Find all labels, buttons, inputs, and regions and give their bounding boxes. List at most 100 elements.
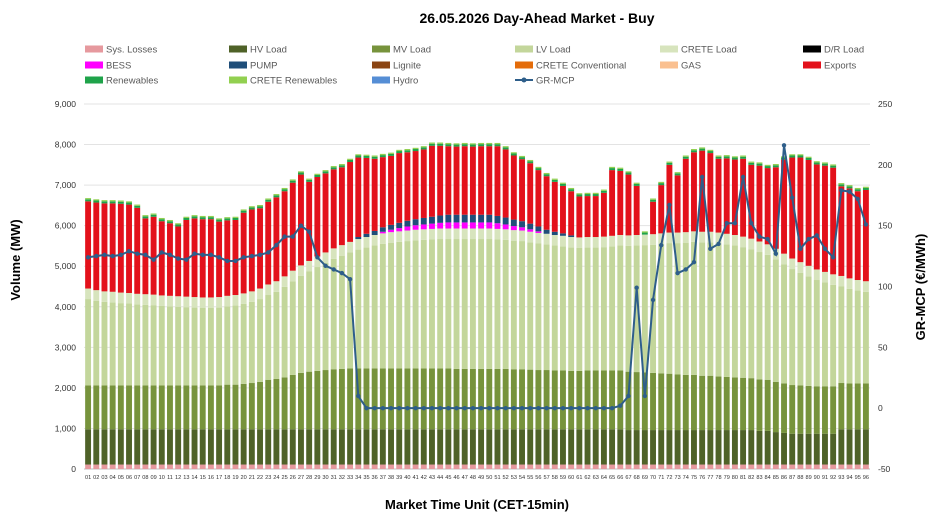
bar-segment — [117, 203, 124, 293]
bar-segment — [617, 234, 624, 246]
bar-segment — [191, 307, 198, 386]
x-tick-label: 84 — [765, 475, 771, 481]
x-tick-label: 79 — [724, 475, 730, 481]
bar-segment — [625, 174, 632, 236]
bar-segment — [764, 168, 771, 245]
bar-segment — [183, 296, 190, 308]
left-axis-ticks: 0 1,000 2,000 3,000 4,000 5,000 6,000 7,000 8,00… — [55, 99, 77, 474]
bar-segment — [633, 430, 640, 465]
bar-segment — [641, 234, 648, 246]
mcp-point — [724, 221, 729, 226]
x-tick-label: 44 — [437, 475, 443, 481]
bar-segment — [707, 375, 714, 431]
mcp-point — [781, 143, 787, 148]
mcp-point — [446, 405, 451, 411]
bar-segment — [691, 149, 697, 151]
bar-segment — [150, 216, 157, 295]
x-tick-label: 18 — [224, 475, 230, 481]
bar-segment — [822, 433, 828, 465]
bar-segment — [781, 383, 787, 433]
y2-tick-label: 250 — [878, 99, 892, 109]
bar-segment — [650, 464, 656, 469]
bar-segment — [502, 147, 509, 150]
bar-segment — [240, 303, 247, 384]
bar-segment — [813, 162, 820, 165]
bar-segment — [781, 264, 787, 384]
bar-segment — [494, 429, 501, 465]
mcp-point — [380, 405, 386, 411]
bar-segment — [502, 239, 509, 369]
bar-segment — [600, 236, 607, 248]
bar-segment — [158, 295, 165, 306]
gridlines — [84, 103, 870, 470]
bar-segment — [461, 368, 468, 430]
bar-segment — [699, 231, 706, 243]
bar-segment — [568, 235, 575, 238]
bar-segment — [568, 187, 575, 190]
x-tick-label: 66 — [617, 475, 623, 481]
bar-segment — [805, 156, 812, 158]
bar-segment — [592, 247, 599, 371]
bar-segment — [322, 429, 329, 465]
bar-segment — [469, 464, 476, 469]
y-tick-label: 4,000 — [55, 302, 77, 312]
x-tick-label: 12 — [175, 475, 181, 481]
bar-segment — [232, 305, 239, 385]
bar-segment — [699, 147, 706, 149]
bar-segment — [740, 430, 747, 465]
x-tick-label: 30 — [322, 475, 328, 481]
bar-segment — [396, 464, 403, 469]
bar-segment — [265, 201, 272, 285]
bar-segment — [535, 170, 542, 227]
mcp-point — [102, 252, 107, 258]
bar-segment — [838, 275, 845, 287]
legend-label: CRETE Renewables — [250, 76, 337, 87]
mcp-point — [306, 229, 312, 234]
bar-segment — [658, 243, 665, 374]
legend-swatch — [229, 76, 247, 84]
mcp-point — [699, 174, 705, 180]
x-tick-label: 07 — [134, 475, 140, 481]
bar-segment — [830, 433, 837, 465]
bar-segment — [85, 199, 92, 202]
bar-segment — [764, 166, 771, 169]
bar-segment — [756, 379, 763, 431]
bar-segment — [379, 227, 386, 232]
legend-label: Lignite — [393, 61, 421, 72]
bar-segment — [126, 202, 132, 205]
bar-segment — [371, 429, 378, 465]
mcp-point — [634, 285, 639, 290]
bar-segment — [183, 429, 190, 465]
bar-segment — [609, 168, 616, 171]
bar-segment — [772, 164, 779, 166]
bar-segment — [396, 228, 403, 232]
bar-segment — [527, 159, 534, 162]
bar-segment — [453, 464, 460, 469]
bar-segment — [731, 245, 738, 378]
bar-segment — [551, 370, 558, 430]
bar-segment — [469, 239, 476, 369]
x-tick-label: 40 — [404, 475, 410, 481]
bar-segment — [199, 215, 206, 218]
legend-label: Exports — [824, 61, 856, 72]
bar-segment — [158, 464, 165, 469]
bar-segment — [576, 247, 583, 371]
bar-segment — [363, 157, 370, 234]
y-tick-label: 6,000 — [55, 221, 77, 231]
bar-segment — [167, 464, 173, 469]
bar-segment — [551, 178, 558, 180]
bar-segment — [633, 245, 640, 373]
mcp-point — [257, 252, 263, 258]
bar-segment — [101, 301, 108, 386]
bar-segment — [224, 217, 231, 219]
bar-segment — [167, 295, 173, 307]
bar-segment — [461, 142, 468, 145]
mcp-point — [94, 253, 99, 259]
bar-segment — [199, 464, 206, 469]
bar-segment — [527, 223, 534, 230]
bar-segment — [502, 149, 509, 218]
bar-segment — [437, 239, 444, 369]
bar-segment — [142, 385, 149, 430]
mcp-point — [323, 263, 328, 269]
bar-segment — [740, 156, 747, 159]
